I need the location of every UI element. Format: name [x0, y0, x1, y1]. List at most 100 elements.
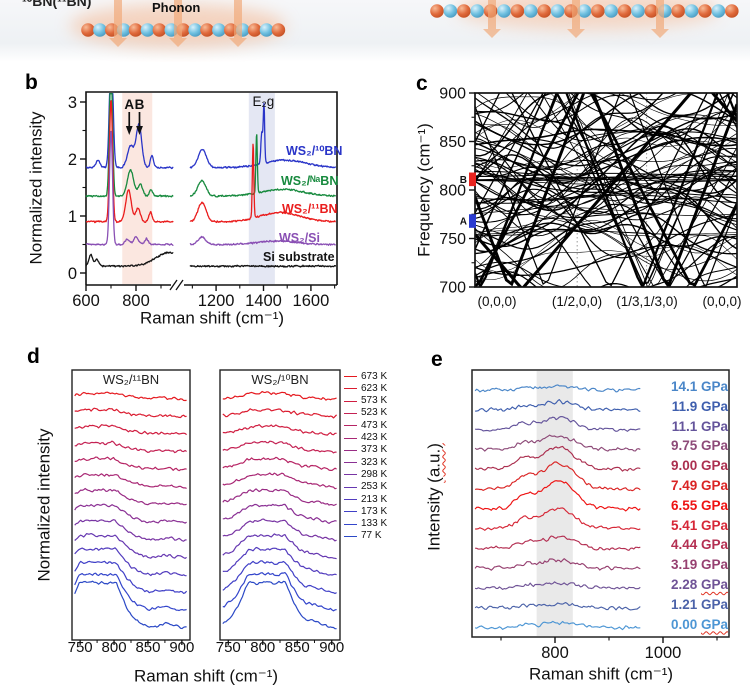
- phonon-band: [475, 183, 737, 223]
- phonon-band: [475, 218, 737, 282]
- pressure-curve-7: [475, 507, 641, 531]
- temp-curve-1-10: [222, 546, 337, 576]
- panel-letter-e: e: [431, 348, 443, 371]
- temp-curve-0-13: [74, 580, 187, 630]
- y-tick-label-c: 900: [439, 86, 466, 103]
- pressure-curve-12: [474, 620, 641, 631]
- temp-curve-0-10: [74, 547, 187, 577]
- legend-label: 673 K: [361, 370, 388, 382]
- x-tick-label-d: 800: [250, 639, 275, 656]
- phonon-band: [475, 96, 737, 163]
- pressure-curve-6: [474, 480, 641, 512]
- x-tick-label-d: 850: [135, 639, 160, 656]
- pressure-unit: GPa: [700, 478, 728, 493]
- panel-d2-title: WS₂/¹⁰BN: [251, 372, 309, 387]
- y-tick-label-b: 2: [68, 151, 77, 169]
- curve-label-3: WS₂/Si: [279, 231, 320, 245]
- temp-curve-0-4: [74, 456, 187, 472]
- temp-curve-0-9: [74, 532, 187, 560]
- phonon-band: [475, 93, 737, 287]
- spectrum-curve-b-4: [85, 251, 174, 268]
- phonon-band: [475, 230, 737, 236]
- panel-letter-b: b: [25, 71, 38, 94]
- pressure-label-1.21: 1.21 GPa: [671, 598, 728, 612]
- phonon-band: [477, 93, 577, 128]
- phonon-band: [475, 176, 737, 181]
- legend-row-423K: 423 K: [344, 433, 387, 443]
- legend-label: 77 K: [361, 530, 382, 542]
- pressure-value: 4.44: [670, 537, 701, 553]
- legend-row-133K: 133 K: [344, 519, 387, 529]
- phonon-label: Phonon: [152, 0, 201, 15]
- annotation-e2g: E₂g: [252, 94, 274, 109]
- temp-curve-0-1: [74, 407, 187, 419]
- nitrogen-atom: [470, 4, 485, 18]
- panel-letter-c: c: [416, 72, 428, 95]
- legend-line: [344, 400, 357, 402]
- phonon-band: [475, 93, 737, 157]
- spectrum-curve-b-0: [85, 92, 174, 170]
- nitrogen-atom: [684, 4, 699, 18]
- pressure-unit: GPa: [700, 596, 728, 612]
- phonon-band: [475, 93, 737, 287]
- legend-row-253K: 253 K: [344, 482, 387, 492]
- boron-atom: [698, 4, 712, 18]
- spectrum-curve-b-3: [189, 235, 336, 246]
- legend-row-213K: 213 K: [344, 494, 387, 505]
- pressure-unit: GPa: [700, 616, 728, 632]
- pressure-unit: GPa: [700, 458, 728, 474]
- pressure-unit: GPa: [700, 398, 728, 414]
- temp-curve-1-0: [222, 390, 337, 401]
- curve-label-4: Si substrate: [263, 250, 335, 264]
- spectrum-curve-b-2: [189, 143, 336, 224]
- nitrogen-atom: [631, 4, 645, 18]
- pressure-value: 0.00: [670, 616, 701, 632]
- panel-d-xlabel: Raman shift (cm⁻¹): [133, 666, 279, 686]
- temp-curve-0-5: [74, 473, 187, 489]
- y-tick-label-c: 750: [439, 231, 466, 248]
- annotation-arrowhead: [136, 126, 143, 135]
- temp-curve-1-13: [222, 580, 337, 630]
- legend-label: 133 K: [361, 518, 388, 530]
- nitrogen-atom: [711, 4, 726, 18]
- phonon-band: [475, 93, 737, 146]
- boron-atom: [200, 23, 214, 37]
- nitrogen-atom: [497, 4, 511, 18]
- phonon-arrow: [229, 0, 247, 47]
- legend-line: [344, 523, 357, 525]
- boron-atom: [617, 4, 632, 18]
- annotation-A: A: [124, 97, 134, 112]
- pressure-label-6.55: 6.55 GPa: [671, 499, 728, 513]
- schematic-isotope-label: ¹⁰BN(¹¹BN): [22, 0, 92, 9]
- legend-line: [344, 535, 357, 537]
- legend-label: 323 K: [361, 456, 388, 468]
- boron-atom: [152, 23, 167, 37]
- panel-e-ylabel-unit: (a.u.): [424, 443, 444, 483]
- pressure-label-7.49: 7.49 GPa: [671, 479, 728, 493]
- nitrogen-atom: [604, 4, 618, 18]
- phonon-band: [475, 192, 737, 201]
- pressure-value: 1.21: [670, 596, 701, 612]
- panel-e-ylabel: Intensity (a.u.): [424, 443, 444, 551]
- temp-curve-1-2: [222, 424, 337, 436]
- pressure-value: 11.9: [671, 398, 701, 414]
- nitrogen-atom: [577, 4, 592, 18]
- legend-row-573K: 573 K: [344, 396, 387, 406]
- temp-curve-0-0: [74, 391, 187, 402]
- legend-row-298K: 298 K: [344, 469, 387, 480]
- pressure-curve-8: [475, 535, 641, 551]
- pressure-label-9.75: 9.75 GPa: [671, 439, 728, 453]
- y-tick-label-b: 1: [68, 208, 77, 226]
- x-tick-label-b: 1600: [293, 292, 330, 310]
- legend-label: 253 K: [361, 481, 388, 493]
- pressure-unit: GPa: [700, 557, 728, 573]
- y-tick-label-c: 850: [439, 134, 466, 151]
- panel-e-frame: [471, 369, 730, 638]
- axis-marker-label-A: A: [460, 217, 467, 228]
- pressure-value: 11.1: [671, 418, 701, 434]
- pressure-label-11.9: 11.9 GPa: [672, 400, 728, 414]
- temp-curve-1-8: [222, 518, 337, 542]
- phonon-band: [475, 93, 737, 126]
- pressure-curve-2: [475, 416, 641, 432]
